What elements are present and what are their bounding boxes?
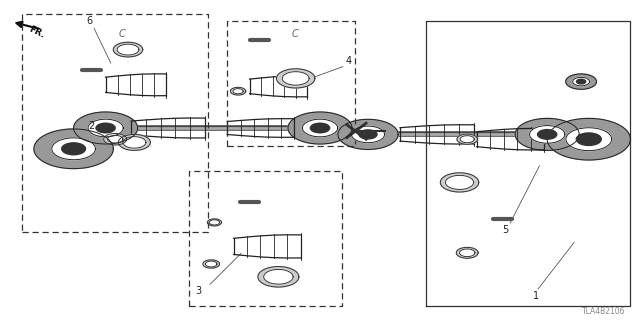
- Text: FR.: FR.: [28, 25, 47, 40]
- Polygon shape: [113, 42, 143, 57]
- Polygon shape: [34, 129, 113, 169]
- Polygon shape: [445, 175, 474, 189]
- Polygon shape: [288, 112, 352, 144]
- Text: 4: 4: [346, 56, 352, 66]
- Polygon shape: [440, 173, 479, 192]
- Polygon shape: [52, 138, 95, 160]
- Polygon shape: [108, 135, 123, 143]
- Polygon shape: [303, 119, 338, 137]
- Polygon shape: [351, 126, 385, 143]
- Polygon shape: [88, 119, 123, 137]
- Polygon shape: [566, 128, 612, 151]
- Polygon shape: [282, 72, 309, 85]
- Polygon shape: [457, 134, 477, 144]
- Text: 6: 6: [86, 16, 93, 26]
- Text: C: C: [118, 29, 125, 39]
- Circle shape: [310, 123, 330, 133]
- Text: 5: 5: [502, 225, 509, 236]
- Circle shape: [577, 133, 602, 146]
- Circle shape: [96, 123, 115, 133]
- Text: TLA4B2106: TLA4B2106: [582, 307, 626, 316]
- Circle shape: [538, 130, 557, 139]
- Polygon shape: [573, 77, 589, 86]
- Polygon shape: [230, 87, 246, 95]
- Polygon shape: [566, 74, 596, 89]
- Polygon shape: [233, 89, 243, 94]
- Polygon shape: [203, 260, 220, 268]
- Polygon shape: [456, 247, 478, 258]
- Polygon shape: [547, 118, 630, 160]
- Polygon shape: [276, 69, 315, 88]
- Polygon shape: [258, 267, 299, 287]
- Polygon shape: [460, 136, 474, 143]
- Text: C: C: [291, 29, 298, 39]
- Polygon shape: [207, 219, 221, 226]
- Circle shape: [61, 143, 86, 155]
- Polygon shape: [209, 220, 220, 225]
- Polygon shape: [460, 249, 475, 257]
- Polygon shape: [117, 44, 139, 55]
- Polygon shape: [515, 118, 579, 150]
- Polygon shape: [338, 119, 398, 149]
- Polygon shape: [74, 112, 138, 144]
- Circle shape: [577, 79, 586, 84]
- Polygon shape: [205, 261, 217, 267]
- Polygon shape: [118, 134, 150, 150]
- Text: 2: 2: [88, 121, 94, 132]
- Text: 1: 1: [533, 291, 540, 301]
- Polygon shape: [264, 269, 293, 284]
- Polygon shape: [104, 133, 127, 145]
- Circle shape: [359, 130, 377, 139]
- Polygon shape: [123, 137, 146, 148]
- Polygon shape: [530, 126, 564, 143]
- Text: 3: 3: [195, 286, 202, 296]
